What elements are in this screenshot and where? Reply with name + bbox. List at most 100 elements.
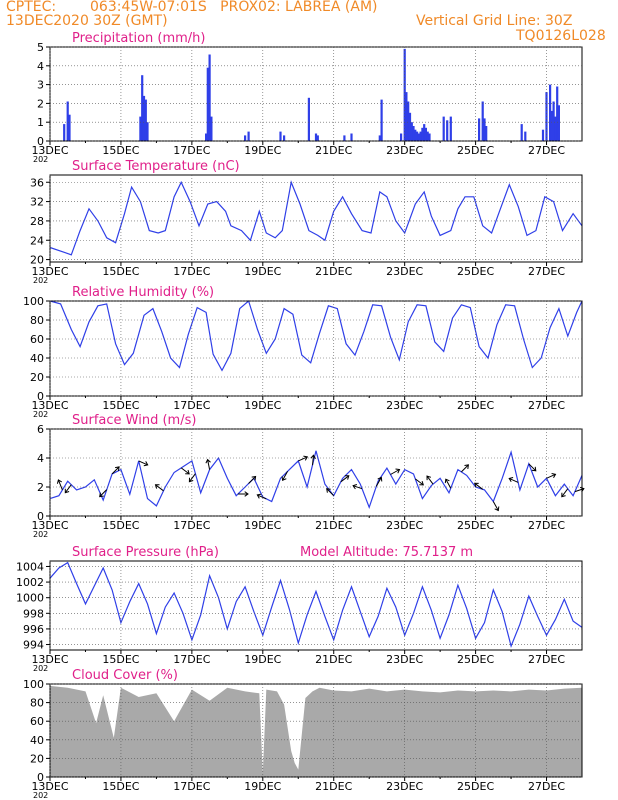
- x-tick-label: 25DEC: [457, 519, 494, 532]
- wind-vector-head: [531, 466, 537, 472]
- precip-bar: [343, 135, 346, 141]
- wind-vector-shaft: [390, 469, 400, 475]
- temp-series-line: [49, 180, 583, 256]
- wind-title: Surface Wind (m/s): [72, 413, 196, 428]
- wind-vector-head: [551, 473, 557, 479]
- x-year-label: 202: [33, 410, 48, 419]
- precip-bar: [421, 127, 424, 141]
- wind-vector-shaft: [207, 459, 211, 470]
- precip-bar: [524, 131, 527, 141]
- source-label: CPTEC:: [6, 0, 57, 15]
- precip-bar: [428, 133, 431, 141]
- x-tick-label: 15DEC: [102, 519, 139, 532]
- precip-bar: [541, 129, 545, 141]
- x-tick-label: 21DEC: [315, 265, 352, 278]
- precip-bar: [146, 122, 149, 141]
- y-tick-label: 996: [23, 623, 44, 636]
- wind-vector-shaft: [138, 460, 148, 466]
- wind-vector-shaft: [248, 476, 256, 484]
- precip-bar: [279, 131, 282, 141]
- y-tick-label: 0: [37, 135, 44, 148]
- wind-vector-head: [99, 492, 104, 498]
- chart-header: CPTEC: 063:45W-07:01S PROX02: LABREA (AM…: [0, 0, 618, 50]
- pressure-title: Surface Pressure (hPa): [72, 545, 219, 560]
- temp-title: Surface Temperature (nC): [72, 159, 240, 174]
- y-tick-label: 80: [30, 314, 44, 327]
- grid-note-label: Vertical Grid Line: 30Z: [416, 13, 573, 29]
- x-year-label: 202: [33, 664, 48, 673]
- precip-bar: [416, 131, 419, 141]
- precip-bar: [316, 135, 319, 141]
- x-tick-label: 15DEC: [102, 399, 139, 412]
- precip-bar: [350, 133, 353, 141]
- x-tick-label: 21DEC: [315, 519, 352, 532]
- y-tick-label: 20: [30, 371, 44, 384]
- x-tick-label: 17DEC: [173, 519, 210, 532]
- panel-cloud: 0 20 40 60 80 100 13DEC 15DEC 17DEC 19DEC 21DEC 23D…: [23, 668, 583, 800]
- panel-rh: 0 20 40 60 80 100 13DEC 15DEC 17DEC 19DEC 21DEC 23D…: [23, 285, 583, 419]
- precip-bar: [244, 135, 247, 141]
- wind-vector-shaft: [574, 488, 585, 493]
- wind-vector-head: [426, 475, 432, 481]
- panel-pressure: 994 996 998 1000 1002 1004 13DEC 15DEC 17DEC 19DE…: [16, 545, 583, 673]
- y-tick-label: 32: [30, 196, 44, 209]
- precip-bar: [142, 95, 146, 141]
- wind-vector-shaft: [57, 479, 63, 491]
- wind-vector-shaft: [188, 473, 196, 483]
- x-tick-label: 27DEC: [528, 399, 565, 412]
- x-tick-label: 27DEC: [528, 780, 565, 793]
- y-tick-label: 2: [37, 481, 44, 494]
- x-tick-label: 19DEC: [244, 144, 281, 157]
- x-tick-label: 15DEC: [102, 780, 139, 793]
- y-tick-label: 28: [30, 215, 44, 228]
- precip-bar: [66, 101, 69, 141]
- plot-frame: [49, 560, 583, 651]
- wind-vector-shaft: [180, 467, 190, 475]
- wind-vector-head: [310, 454, 316, 459]
- x-tick-label: 17DEC: [173, 144, 210, 157]
- pressure-annotation: Model Altitude: 75.7137 m: [300, 545, 473, 560]
- y-tick-label: 40: [30, 352, 44, 365]
- x-tick-label: 19DEC: [244, 265, 281, 278]
- wind-vector-head: [579, 486, 585, 493]
- y-tick-label: 20: [30, 752, 44, 765]
- plot-frame: [49, 174, 583, 263]
- wind-vector-head: [303, 455, 309, 461]
- precip-bar: [556, 86, 559, 141]
- precip-bar: [378, 135, 381, 141]
- x-tick-label: 25DEC: [457, 144, 494, 157]
- x-tick-label: 15DEC: [102, 144, 139, 157]
- y-tick-label: 994: [23, 639, 44, 652]
- y-tick-label: 100: [23, 295, 44, 308]
- y-tick-label: 24: [30, 234, 44, 247]
- precip-bar: [307, 97, 310, 141]
- precip-bar: [552, 101, 555, 141]
- precip-bar: [283, 135, 286, 141]
- precip-bar: [449, 116, 452, 141]
- x-tick-label: 23DEC: [386, 653, 423, 666]
- precip-bar: [478, 118, 481, 141]
- precip-title: Precipitation (mm/h): [72, 31, 205, 46]
- wind-vector-head: [205, 458, 211, 464]
- y-tick-label: 1: [37, 116, 44, 129]
- precip-bar: [483, 118, 486, 141]
- wind-vector-shaft: [64, 484, 72, 494]
- y-tick-label: 1004: [16, 560, 44, 573]
- wind-vector-shaft: [414, 478, 424, 486]
- x-tick-label: 27DEC: [528, 265, 565, 278]
- precip-bar: [424, 127, 427, 141]
- precip-bar: [557, 105, 560, 141]
- y-tick-label: 2: [37, 97, 44, 110]
- x-tick-label: 17DEC: [173, 399, 210, 412]
- precip-bar: [481, 101, 484, 141]
- precip-bar: [314, 133, 318, 141]
- wind-vector-head: [326, 488, 331, 493]
- x-tick-label: 21DEC: [315, 780, 352, 793]
- x-tick-label: 19DEC: [244, 519, 281, 532]
- plot-frame: [49, 683, 583, 778]
- precip-bar: [426, 131, 429, 141]
- precip-bar: [68, 114, 71, 141]
- wind-vector-head: [64, 488, 70, 494]
- x-tick-label: 13DEC: [31, 144, 68, 157]
- precip-bar: [210, 116, 213, 141]
